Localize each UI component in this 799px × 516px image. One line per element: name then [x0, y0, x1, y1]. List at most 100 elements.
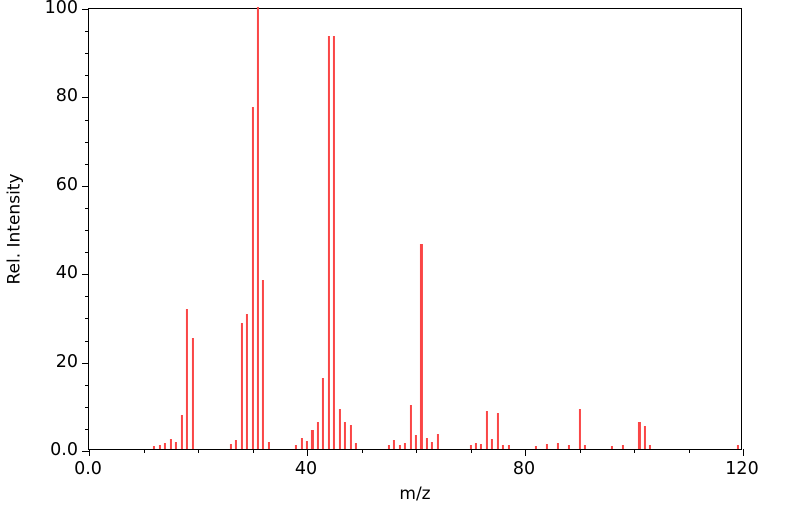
y-axis-tick-label: 80 — [55, 86, 78, 107]
spectrum-peak — [191, 337, 194, 449]
x-axis-tick-major — [307, 449, 308, 456]
spectrum-peak — [474, 442, 477, 449]
x-axis-tick-label: 120 — [725, 459, 759, 479]
spectrum-peak — [649, 445, 652, 449]
spectrum-peak — [404, 442, 407, 449]
x-axis-tick-labels: 0.0 40 80 120 — [74, 450, 759, 480]
spectrum-peak — [349, 425, 352, 449]
spectrum-peak — [180, 414, 183, 449]
spectrum-peak — [622, 445, 625, 449]
spectrum-peak — [344, 422, 347, 449]
y-axis-tick-minor — [85, 318, 89, 320]
y-axis-tick-major — [82, 9, 89, 10]
spectrum-peak — [425, 437, 428, 449]
spectrum-peak — [643, 426, 646, 449]
spectrum-peak — [736, 445, 739, 449]
spectrum-peak — [638, 422, 641, 449]
spectrum-peak — [322, 377, 325, 449]
spectrum-peak — [496, 413, 499, 449]
spectrum-peak — [469, 445, 472, 449]
y-axis-title-label: Rel. Intensity — [5, 173, 25, 285]
spectrum-peak — [409, 405, 412, 449]
spectrum-peak — [567, 444, 570, 449]
x-axis-tick-label: 80 — [512, 459, 536, 479]
spectrum-peak — [556, 442, 559, 449]
y-axis-tick-minor — [85, 141, 89, 143]
spectrum-peak — [305, 441, 309, 449]
spectrum-peak — [502, 444, 505, 449]
x-axis-tick-minor — [416, 449, 417, 453]
spectrum-peak — [436, 433, 439, 449]
spectrum-peak — [327, 36, 330, 449]
y-axis-tick-major — [82, 97, 89, 99]
x-axis-tick-minor — [634, 449, 635, 453]
y-axis-tick-label: 40 — [55, 263, 78, 284]
y-axis-title: Rel. Intensity — [2, 8, 28, 450]
spectrum-peak — [431, 441, 434, 449]
spectrum-peak — [507, 445, 510, 449]
spectrum-peak — [311, 430, 314, 449]
y-axis-tick-minor — [85, 384, 89, 386]
spectrum-peak — [387, 444, 390, 449]
y-axis-tick-minor — [85, 75, 89, 77]
x-axis-tick-minor — [198, 449, 199, 453]
x-axis-tick-major — [89, 449, 90, 456]
spectrum-peak — [355, 443, 358, 449]
y-axis-tick-minor — [85, 428, 89, 430]
spectrum-peak — [333, 35, 336, 449]
y-axis-tick-minor — [85, 53, 89, 55]
y-axis-tick-minor — [85, 406, 89, 408]
spectrum-peak — [186, 309, 189, 449]
spectrum-peak — [534, 446, 537, 449]
y-axis-tick-label: 20 — [55, 351, 78, 372]
x-axis-tick-minor — [252, 449, 254, 453]
spectrum-peak — [267, 442, 270, 449]
x-axis-tick-minor — [579, 449, 581, 453]
y-axis-tick-minor — [85, 340, 89, 342]
y-axis-tick-minor — [85, 230, 89, 231]
y-axis-tick-label: 0.0 — [50, 440, 78, 460]
spectrum-peak — [611, 445, 614, 449]
plot-area — [82, 7, 744, 456]
spectrum-peak — [316, 422, 319, 449]
spectrum-peak — [578, 408, 581, 449]
y-axis-tick-minor — [85, 163, 89, 165]
spectrum-bars — [89, 7, 741, 449]
spectrum-peak — [235, 440, 238, 449]
spectrum-peak — [229, 443, 232, 449]
x-axis-tick-label: 0.0 — [74, 459, 102, 479]
spectrum-peak — [491, 438, 494, 449]
spectrum-peak — [251, 107, 254, 449]
spectrum-peak — [164, 442, 167, 449]
spectrum-peak — [300, 438, 303, 449]
spectrum-peak — [414, 435, 418, 449]
y-axis-tick-major — [82, 185, 89, 187]
x-axis-tick-minor — [470, 449, 472, 453]
y-axis-tick-label: 100 — [44, 0, 78, 18]
x-axis-tick-major — [525, 449, 526, 456]
spectrum-peak — [420, 244, 423, 449]
x-axis-tick-major — [743, 449, 744, 456]
y-axis-tick-major — [82, 362, 89, 364]
spectrum-peak — [256, 7, 259, 449]
y-axis-tick-label: 60 — [55, 174, 78, 195]
y-axis-tick-minor — [85, 119, 89, 121]
spectrum-peak — [393, 439, 396, 449]
spectrum-peak — [262, 280, 265, 449]
spectrum-peak — [158, 444, 161, 449]
y-axis-tick-major — [82, 274, 89, 276]
x-axis-tick-label: 40 — [294, 459, 318, 479]
spectrum-peak — [153, 446, 156, 449]
y-axis-tick-minor — [85, 31, 89, 33]
y-axis-tick-minor — [85, 296, 89, 298]
x-axis-tick-minor — [688, 449, 690, 453]
spectrum-peak — [398, 444, 401, 449]
y-axis-tick-minor — [85, 252, 89, 254]
spectrum-peak — [480, 444, 483, 449]
x-axis-tick-minor — [361, 449, 363, 453]
spectrum-peak — [240, 322, 243, 449]
x-axis-title: m/z — [399, 484, 431, 504]
x-axis-tick-minor — [143, 449, 145, 453]
spectrum-peak — [338, 408, 341, 449]
